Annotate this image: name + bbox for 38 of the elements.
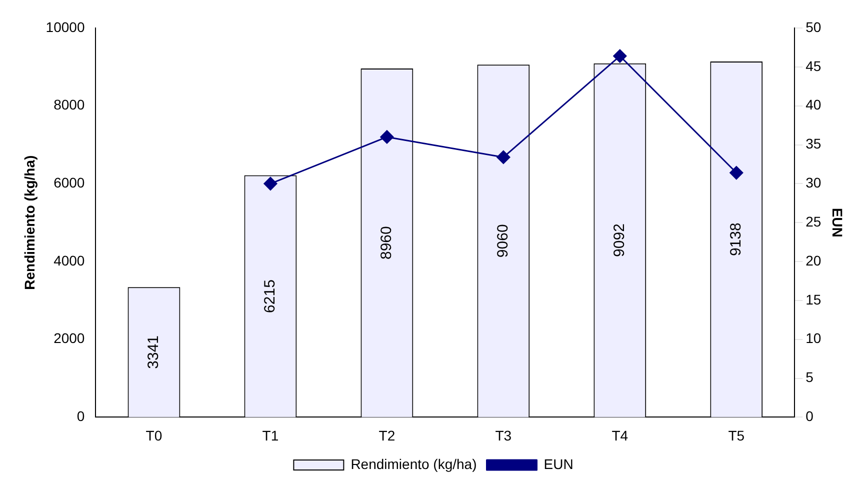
y2-tick-label: 50: [806, 18, 822, 35]
x-tick-label: T1: [262, 427, 279, 444]
y2-tick-label: 35: [806, 136, 822, 152]
y2-tick-label: 45: [806, 58, 822, 74]
legend-label: EUN: [544, 456, 574, 472]
data-label: 3341: [145, 335, 162, 369]
legend-label: Rendimiento (kg/ha): [350, 456, 477, 472]
y2-tick-label: 40: [806, 96, 822, 113]
data-label: 6215: [262, 280, 279, 313]
point: [730, 166, 744, 180]
x-tick-label: T0: [146, 427, 162, 444]
point: [613, 49, 627, 63]
point: [496, 150, 510, 164]
y-tick-label: 10000: [46, 18, 85, 35]
y-axis-title: Rendimiento (kg/ha): [21, 155, 38, 290]
y2-axis-title: EUN: [830, 208, 846, 238]
data-label: 9138: [728, 222, 745, 256]
point: [264, 176, 278, 190]
data-label: 8960: [378, 226, 396, 260]
y2-tick-label: 5: [806, 369, 814, 386]
data-label: 9092: [611, 224, 628, 257]
y-tick-label: 6000: [54, 174, 85, 191]
y2-tick-label: 20: [806, 252, 822, 268]
y-tick-label: 2000: [54, 330, 85, 346]
data-label: 9060: [494, 224, 512, 258]
y-tick-label: 8000: [54, 96, 85, 113]
y2-tick-label: 0: [806, 408, 814, 424]
y2-tick-label: 15: [806, 291, 822, 308]
y-tick-label: 4000: [54, 252, 85, 268]
x-tick-label: T3: [495, 427, 512, 444]
y2-tick-label: 30: [806, 174, 822, 191]
y2-tick-label: 10: [806, 330, 822, 346]
x-tick-label: T4: [612, 427, 628, 444]
y2-tick-label: 25: [806, 213, 822, 230]
x-tick-label: T5: [728, 427, 745, 444]
y-tick-label: 0: [76, 408, 85, 424]
x-tick-label: T2: [378, 427, 396, 444]
point: [380, 130, 394, 144]
